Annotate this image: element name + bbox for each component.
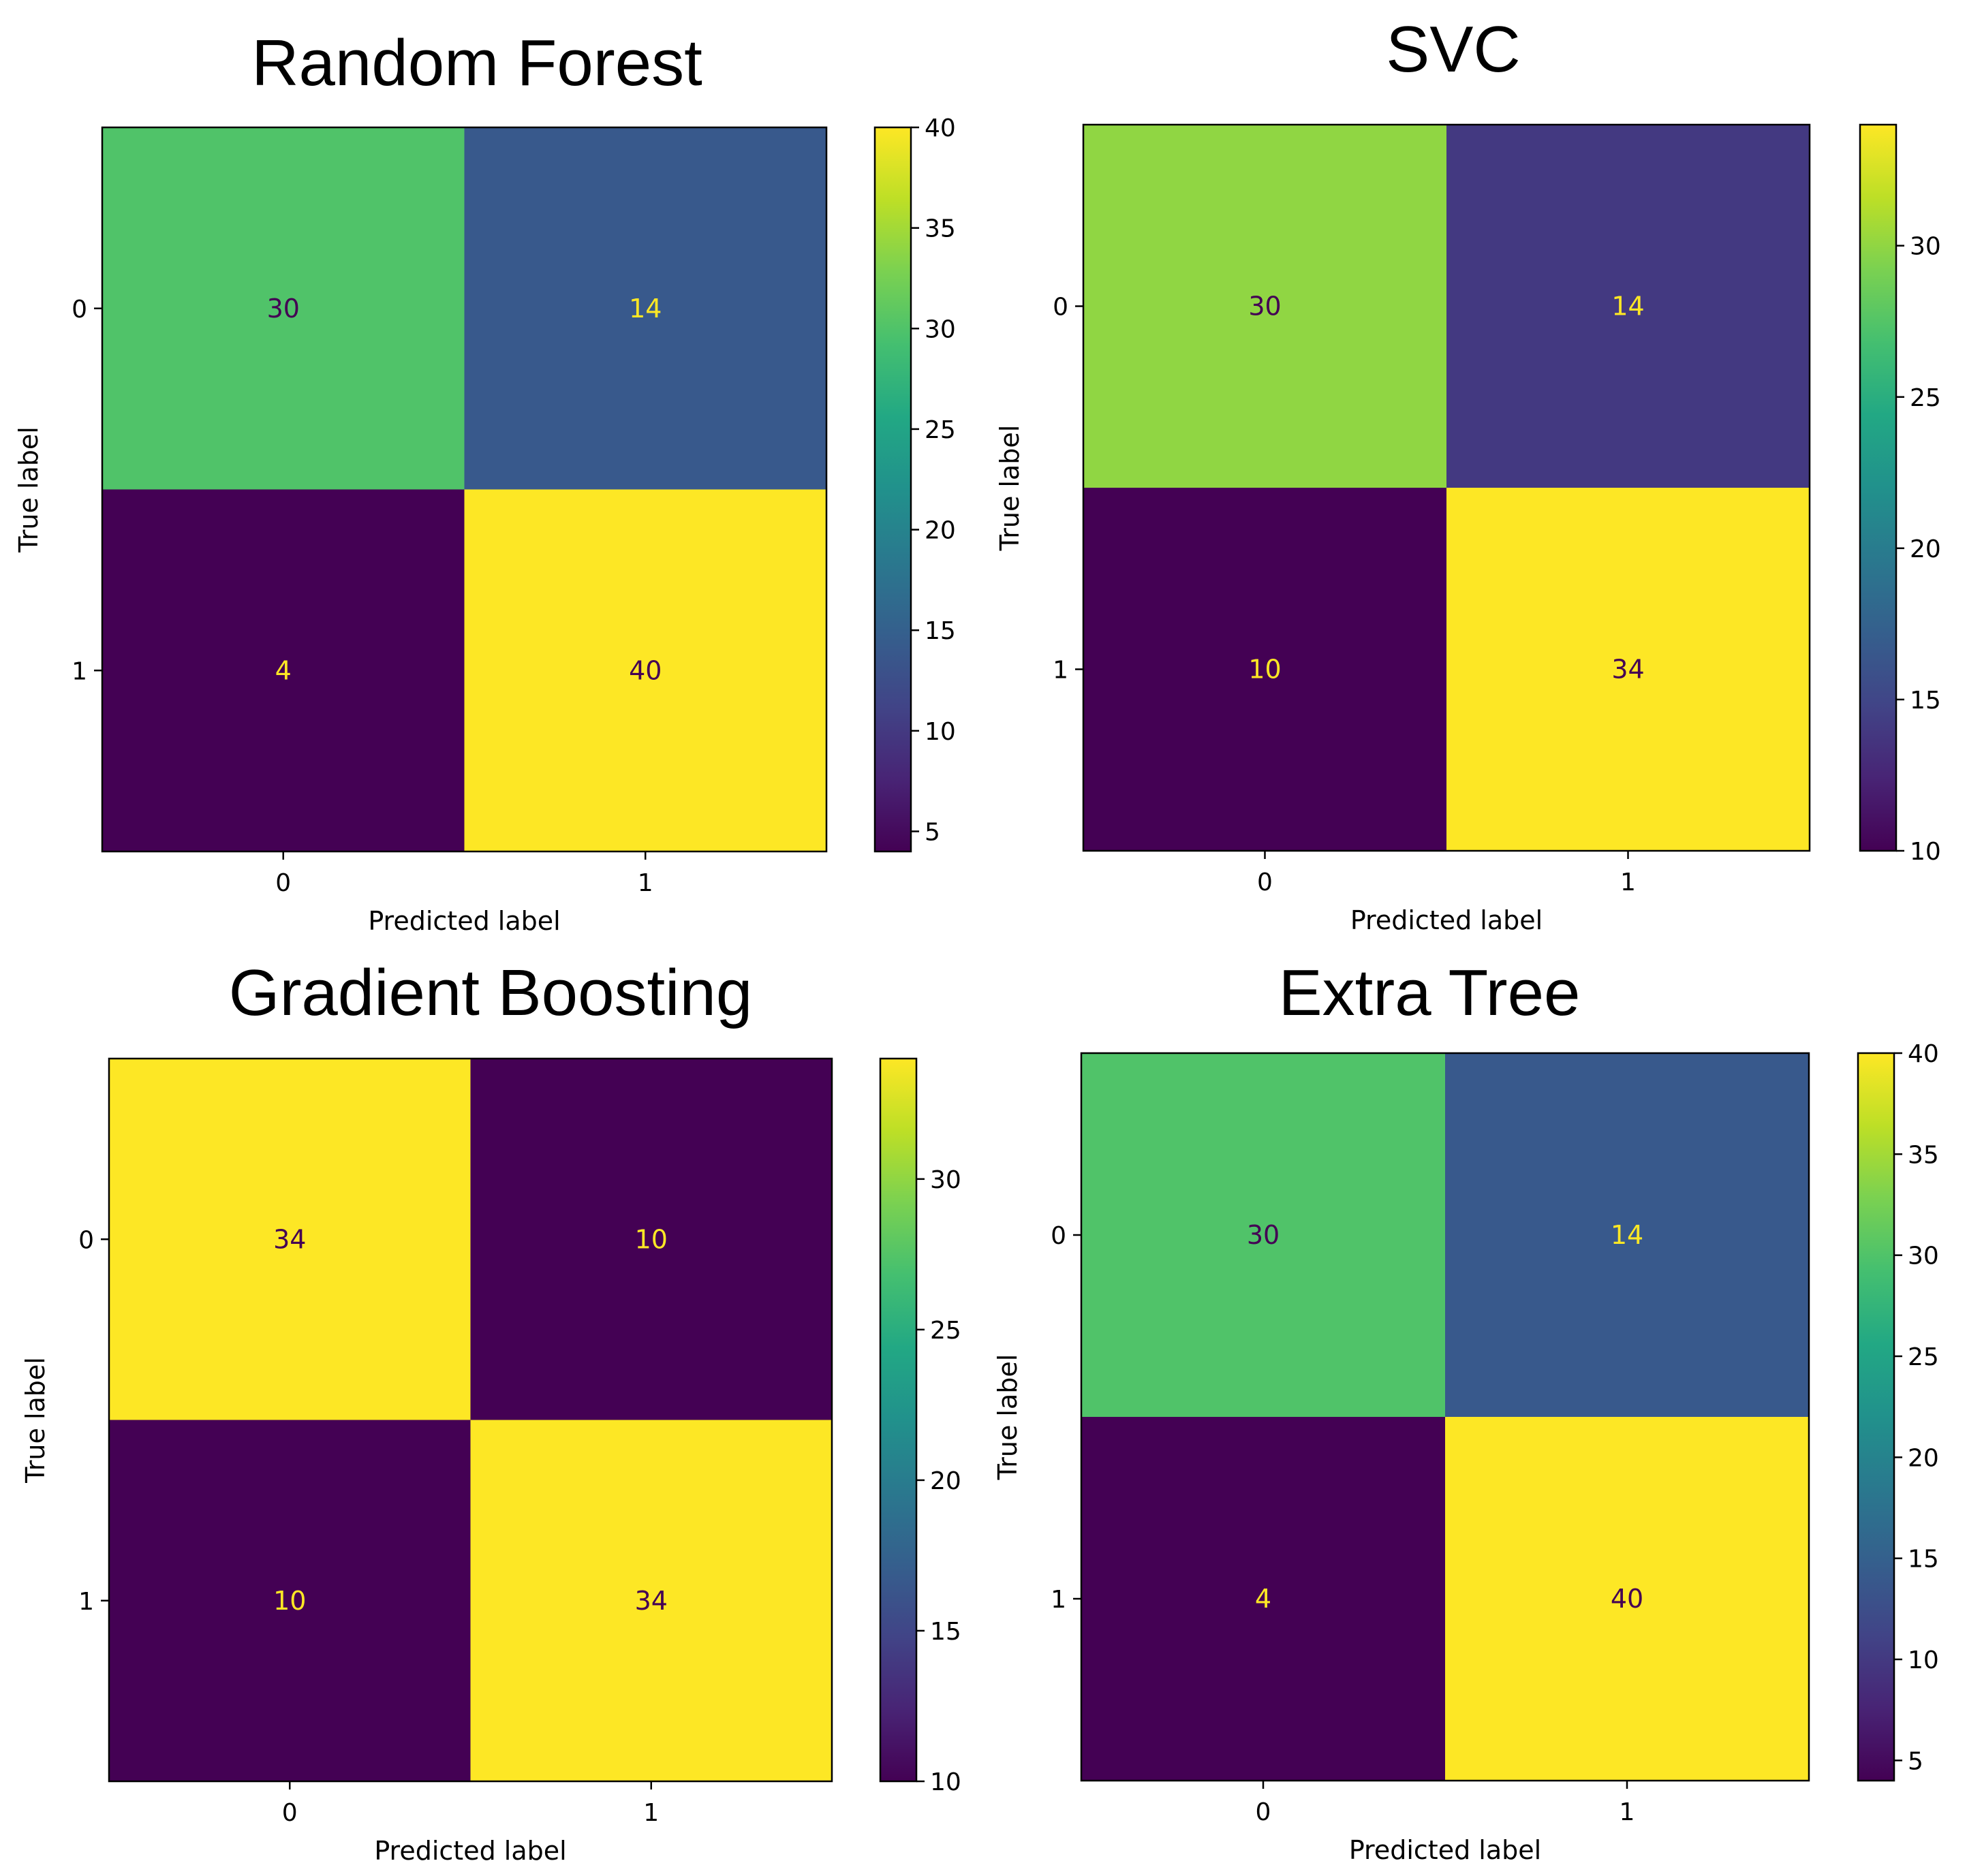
matrix-cell (102, 489, 465, 852)
y-tick-label: 1 (1051, 1586, 1066, 1614)
colorbar-tick-label: 25 (1910, 384, 1941, 412)
chart-title: Random Forest (251, 27, 702, 99)
x-tick-label: 1 (1620, 869, 1636, 896)
y-axis-label: True label (20, 1357, 50, 1484)
colorbar-tick-label: 20 (1908, 1444, 1939, 1472)
colorbar (873, 126, 912, 853)
cell-value-label: 14 (629, 294, 662, 324)
y-axis-label: True label (995, 425, 1025, 552)
matrix-cell (1083, 488, 1447, 851)
y-axis-label: True label (14, 426, 44, 553)
colorbar-tick-label: 30 (930, 1166, 961, 1194)
matrix-cell (102, 127, 465, 490)
colorbar-tick-label: 25 (1908, 1343, 1939, 1371)
chart-title: Gradient Boosting (229, 956, 752, 1029)
plot-frame (101, 126, 828, 853)
x-axis-label: Predicted label (1349, 1835, 1541, 1865)
plot-frame (1082, 123, 1811, 852)
colorbar-tick-label: 20 (925, 517, 956, 545)
x-tick-label: 1 (1620, 1798, 1635, 1826)
colorbar-tick-label: 40 (1908, 1040, 1939, 1068)
matrix-cell (470, 1059, 833, 1420)
colorbar-tick-label: 15 (1910, 687, 1941, 715)
cell-value-label: 40 (629, 655, 662, 685)
colorbar-tick-label: 35 (1908, 1141, 1939, 1169)
y-tick-label: 0 (1051, 1222, 1066, 1250)
cell-value-label: 14 (1611, 1220, 1643, 1250)
matrix-cell (1445, 1053, 1810, 1418)
colorbar-tick-label: 20 (930, 1467, 961, 1495)
cell-value-label: 34 (635, 1586, 668, 1616)
colorbar-tick-label: 15 (1908, 1546, 1939, 1574)
matrix-cell (464, 489, 827, 852)
cell-value-label: 10 (273, 1586, 306, 1616)
matrix-cell (109, 1059, 471, 1420)
colorbar-tick-label: 15 (930, 1618, 961, 1646)
x-tick-label: 1 (643, 1799, 659, 1827)
y-tick-label: 1 (78, 1588, 94, 1616)
x-axis-label: Predicted label (374, 1836, 566, 1866)
colorbar-tick-label: 25 (930, 1317, 961, 1345)
matrix-cell (1446, 488, 1810, 851)
y-tick-label: 0 (1053, 294, 1068, 322)
matrix-cell (109, 1420, 471, 1782)
y-tick-label: 1 (1053, 657, 1068, 685)
matrix-cell (1446, 125, 1810, 488)
cell-value-label: 30 (267, 294, 300, 324)
plot-frame (1080, 1052, 1810, 1782)
cell-value-label: 30 (1248, 292, 1281, 322)
colorbar-tick-label: 10 (930, 1768, 961, 1796)
matrix-cell (470, 1420, 833, 1782)
x-tick-label: 0 (275, 869, 291, 897)
matrix-cell (1083, 125, 1447, 488)
colorbar-tick-label: 30 (1910, 233, 1941, 261)
cell-value-label: 4 (1255, 1584, 1271, 1614)
colorbar (1859, 123, 1898, 852)
matrix-cell (1081, 1417, 1446, 1781)
cell-value-label: 40 (1611, 1584, 1643, 1614)
x-tick-label: 0 (1256, 1798, 1271, 1826)
colorbar-tick-label: 10 (925, 718, 956, 746)
colorbar-tick-label: 35 (925, 215, 956, 243)
cell-value-label: 34 (273, 1224, 306, 1254)
colorbar (879, 1057, 918, 1783)
colorbar-tick-label: 30 (925, 315, 956, 343)
cell-value-label: 10 (1248, 655, 1281, 685)
x-tick-label: 1 (638, 869, 653, 897)
colorbar-tick-label: 5 (1908, 1747, 1923, 1775)
colorbar-tick-label: 30 (1908, 1242, 1939, 1270)
matrix-cell (1445, 1417, 1810, 1781)
y-axis-label: True label (993, 1354, 1023, 1481)
cell-value-label: 10 (635, 1224, 668, 1254)
y-tick-label: 0 (78, 1226, 94, 1254)
colorbar-tick-label: 40 (925, 114, 956, 142)
cell-value-label: 4 (275, 655, 292, 685)
x-tick-label: 0 (1257, 869, 1273, 896)
colorbar-tick-label: 10 (1910, 838, 1941, 866)
plot-frame (108, 1057, 833, 1783)
y-tick-label: 0 (72, 296, 87, 324)
colorbar (1857, 1052, 1895, 1782)
cell-value-label: 34 (1611, 655, 1644, 685)
colorbar-tick-label: 20 (1910, 535, 1941, 563)
x-axis-label: Predicted label (368, 906, 560, 936)
x-axis-label: Predicted label (1350, 905, 1543, 935)
matrix-cell (464, 127, 827, 490)
cell-value-label: 14 (1611, 292, 1644, 322)
matrix-cell (1081, 1053, 1446, 1418)
cell-value-label: 30 (1247, 1220, 1280, 1250)
colorbar-tick-label: 10 (1908, 1646, 1939, 1674)
chart-title: Extra Tree (1279, 956, 1581, 1029)
y-tick-label: 1 (72, 657, 87, 685)
colorbar-tick-label: 5 (925, 818, 940, 846)
chart-title: SVC (1386, 13, 1520, 86)
x-tick-label: 0 (282, 1799, 298, 1827)
colorbar-tick-label: 15 (925, 617, 956, 645)
colorbar-tick-label: 25 (925, 416, 956, 444)
